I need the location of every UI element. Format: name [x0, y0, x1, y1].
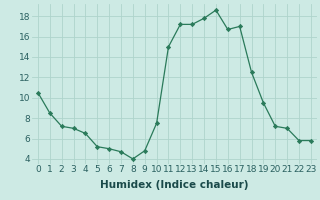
X-axis label: Humidex (Indice chaleur): Humidex (Indice chaleur) — [100, 180, 249, 190]
